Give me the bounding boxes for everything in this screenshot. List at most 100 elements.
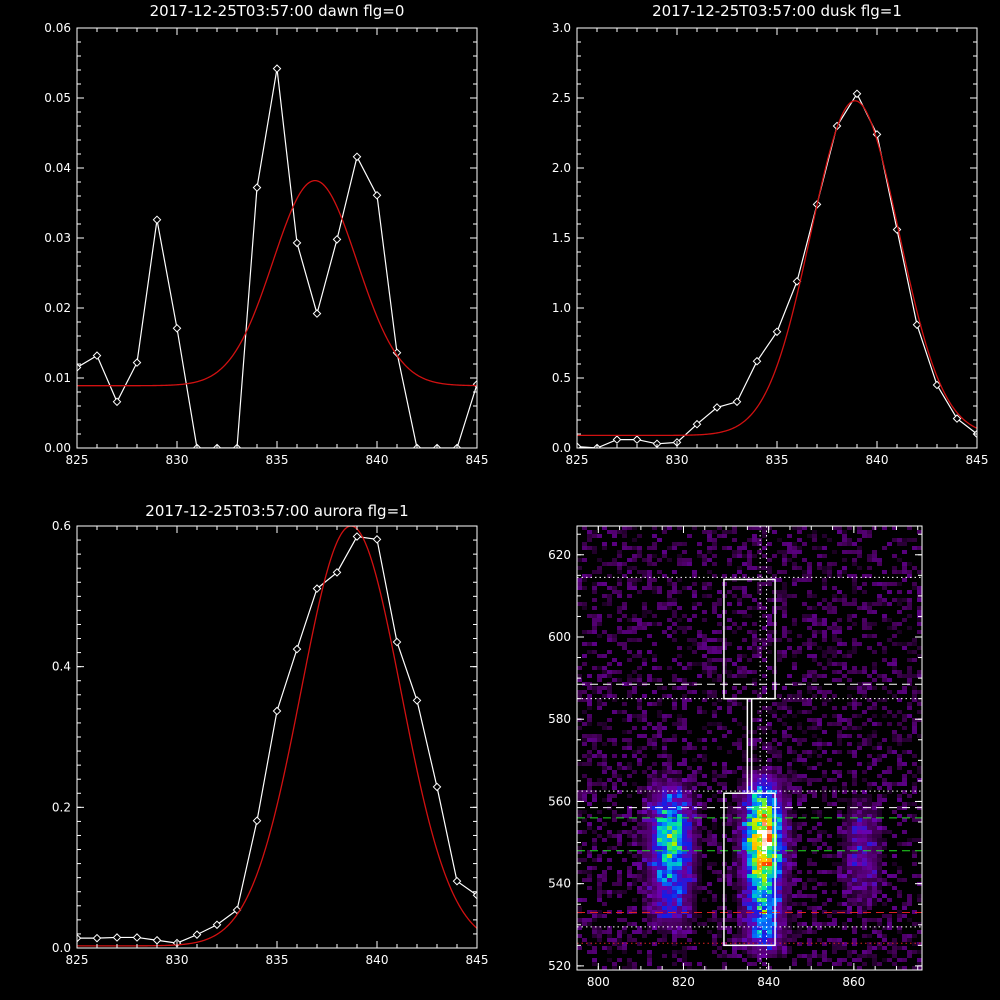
heatmap-cell [712, 918, 717, 922]
heatmap-cell [582, 738, 587, 742]
heatmap-cell [887, 918, 892, 922]
heatmap-cell [807, 674, 812, 678]
heatmap-cell [827, 698, 832, 702]
heatmap-cell [817, 870, 822, 874]
heatmap-cell [752, 914, 757, 918]
heatmap-cell [777, 818, 782, 822]
heatmap-cell [632, 586, 637, 590]
heatmap-cell [742, 866, 747, 870]
data-point-marker [252, 183, 262, 192]
heatmap-cell [602, 850, 607, 854]
heatmap-cell [602, 870, 607, 874]
heatmap-cell [782, 898, 787, 902]
heatmap-cell [602, 670, 607, 674]
heatmap-cell [782, 654, 787, 658]
heatmap-cell [802, 674, 807, 678]
heatmap-cell [662, 714, 667, 718]
heatmap-cell [677, 562, 682, 566]
heatmap-cell [877, 830, 882, 834]
heatmap-cell [827, 722, 832, 726]
heatmap-cell [857, 910, 862, 914]
dawn-panel: 2017-12-25T03:57:00 dawn flg=0 825 830 835… [44, 2, 488, 467]
heatmap-cell [657, 922, 662, 926]
heatmap-cell [657, 710, 662, 714]
heatmap-cell [657, 782, 662, 786]
heatmap-cell [777, 918, 782, 922]
heatmap-cell [617, 582, 622, 586]
heatmap-cell [852, 822, 857, 826]
heatmap-cell [877, 858, 882, 862]
heatmap-cell [582, 654, 587, 658]
heatmap-cell [782, 586, 787, 590]
heatmap-cell [797, 786, 802, 790]
heatmap-cell [747, 842, 752, 846]
heatmap-cell [612, 794, 617, 798]
heatmap-cell [672, 790, 677, 794]
heatmap-cell [807, 590, 812, 594]
heatmap-cell [732, 702, 737, 706]
heatmap-cell [807, 626, 812, 630]
heatmap-cell [637, 570, 642, 574]
heatmap-cell [752, 770, 757, 774]
heatmap-cell [757, 550, 762, 554]
heatmap-cell [727, 882, 732, 886]
heatmap-cell [827, 602, 832, 606]
heatmap-cell [672, 802, 677, 806]
heatmap-cell [692, 774, 697, 778]
heatmap-cell [632, 834, 637, 838]
heatmap-cell [827, 758, 832, 762]
heatmap-cell [742, 674, 747, 678]
heatmap-cell [782, 794, 787, 798]
heatmap-cell [897, 758, 902, 762]
heatmap-cell [727, 710, 732, 714]
heatmap-cell [627, 834, 632, 838]
heatmap-cell [692, 870, 697, 874]
heatmap-cell [802, 758, 807, 762]
heatmap-cell [612, 738, 617, 742]
heatmap-cell [642, 838, 647, 842]
heatmap-cell [867, 810, 872, 814]
heatmap-cell [747, 926, 752, 930]
heatmap-cell [667, 930, 672, 934]
heatmap-cell [657, 878, 662, 882]
heatmap-cell [592, 546, 597, 550]
heatmap-cell [672, 926, 677, 930]
heatmap-cell [682, 550, 687, 554]
heatmap-cell [622, 630, 627, 634]
heatmap-cell [742, 922, 747, 926]
heatmap-cell [797, 690, 802, 694]
heatmap-cell [917, 966, 922, 970]
heatmap-cell [797, 870, 802, 874]
heatmap-cell [902, 946, 907, 950]
heatmap-cell [872, 526, 877, 530]
heatmap-cell [767, 942, 772, 946]
heatmap-cell [737, 598, 742, 602]
heatmap-cell [707, 918, 712, 922]
heatmap-cell [767, 746, 772, 750]
heatmap-cell [637, 758, 642, 762]
heatmap-cell [682, 926, 687, 930]
heatmap-cell [597, 582, 602, 586]
heatmap-cell [607, 670, 612, 674]
heatmap-cell [662, 854, 667, 858]
heatmap-cell [597, 874, 602, 878]
heatmap-cell [742, 882, 747, 886]
heatmap-cell [697, 830, 702, 834]
heatmap-cell [842, 530, 847, 534]
heatmap-cell [882, 946, 887, 950]
heatmap-cell [677, 890, 682, 894]
heatmap-cell [807, 958, 812, 962]
heatmap-cell [662, 810, 667, 814]
heatmap-cell [727, 802, 732, 806]
heatmap-cell [782, 734, 787, 738]
heatmap-cell [852, 894, 857, 898]
heatmap-cell [602, 722, 607, 726]
heatmap-cell [852, 930, 857, 934]
heatmap-cell [682, 874, 687, 878]
heatmap-cell [787, 926, 792, 930]
heatmap-cell [747, 950, 752, 954]
heatmap-cell [662, 914, 667, 918]
heatmap-cell [677, 798, 682, 802]
heatmap-cell [662, 550, 667, 554]
heatmap-cell [737, 554, 742, 558]
